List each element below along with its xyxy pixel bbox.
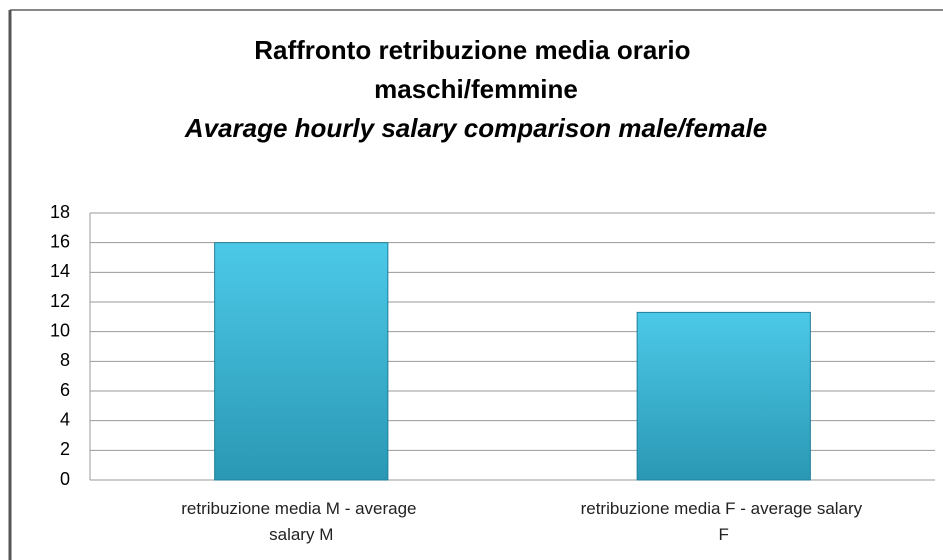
x-tick-label: retribuzione media M - average salary M [181,499,421,544]
y-tick-label: 10 [50,320,70,340]
y-tick-label: 16 [50,231,70,251]
bar [636,311,811,481]
x-tick-label: retribuzione media F - average salary F [581,499,867,544]
chart-subtitle: Avarage hourly salary comparison male/fe… [184,113,767,143]
y-tick-label: 18 [50,202,70,222]
y-tick-label: 0 [60,469,70,489]
y-tick-label: 8 [60,350,70,370]
y-tick-label: 2 [60,439,70,459]
y-tick-label: 6 [60,380,70,400]
bar [214,242,389,481]
y-tick-label: 4 [60,409,70,429]
y-tick-label: 14 [50,261,70,281]
y-tick-label: 12 [50,291,70,311]
chart-title: Raffronto retribuzione media orario masc… [254,35,698,104]
